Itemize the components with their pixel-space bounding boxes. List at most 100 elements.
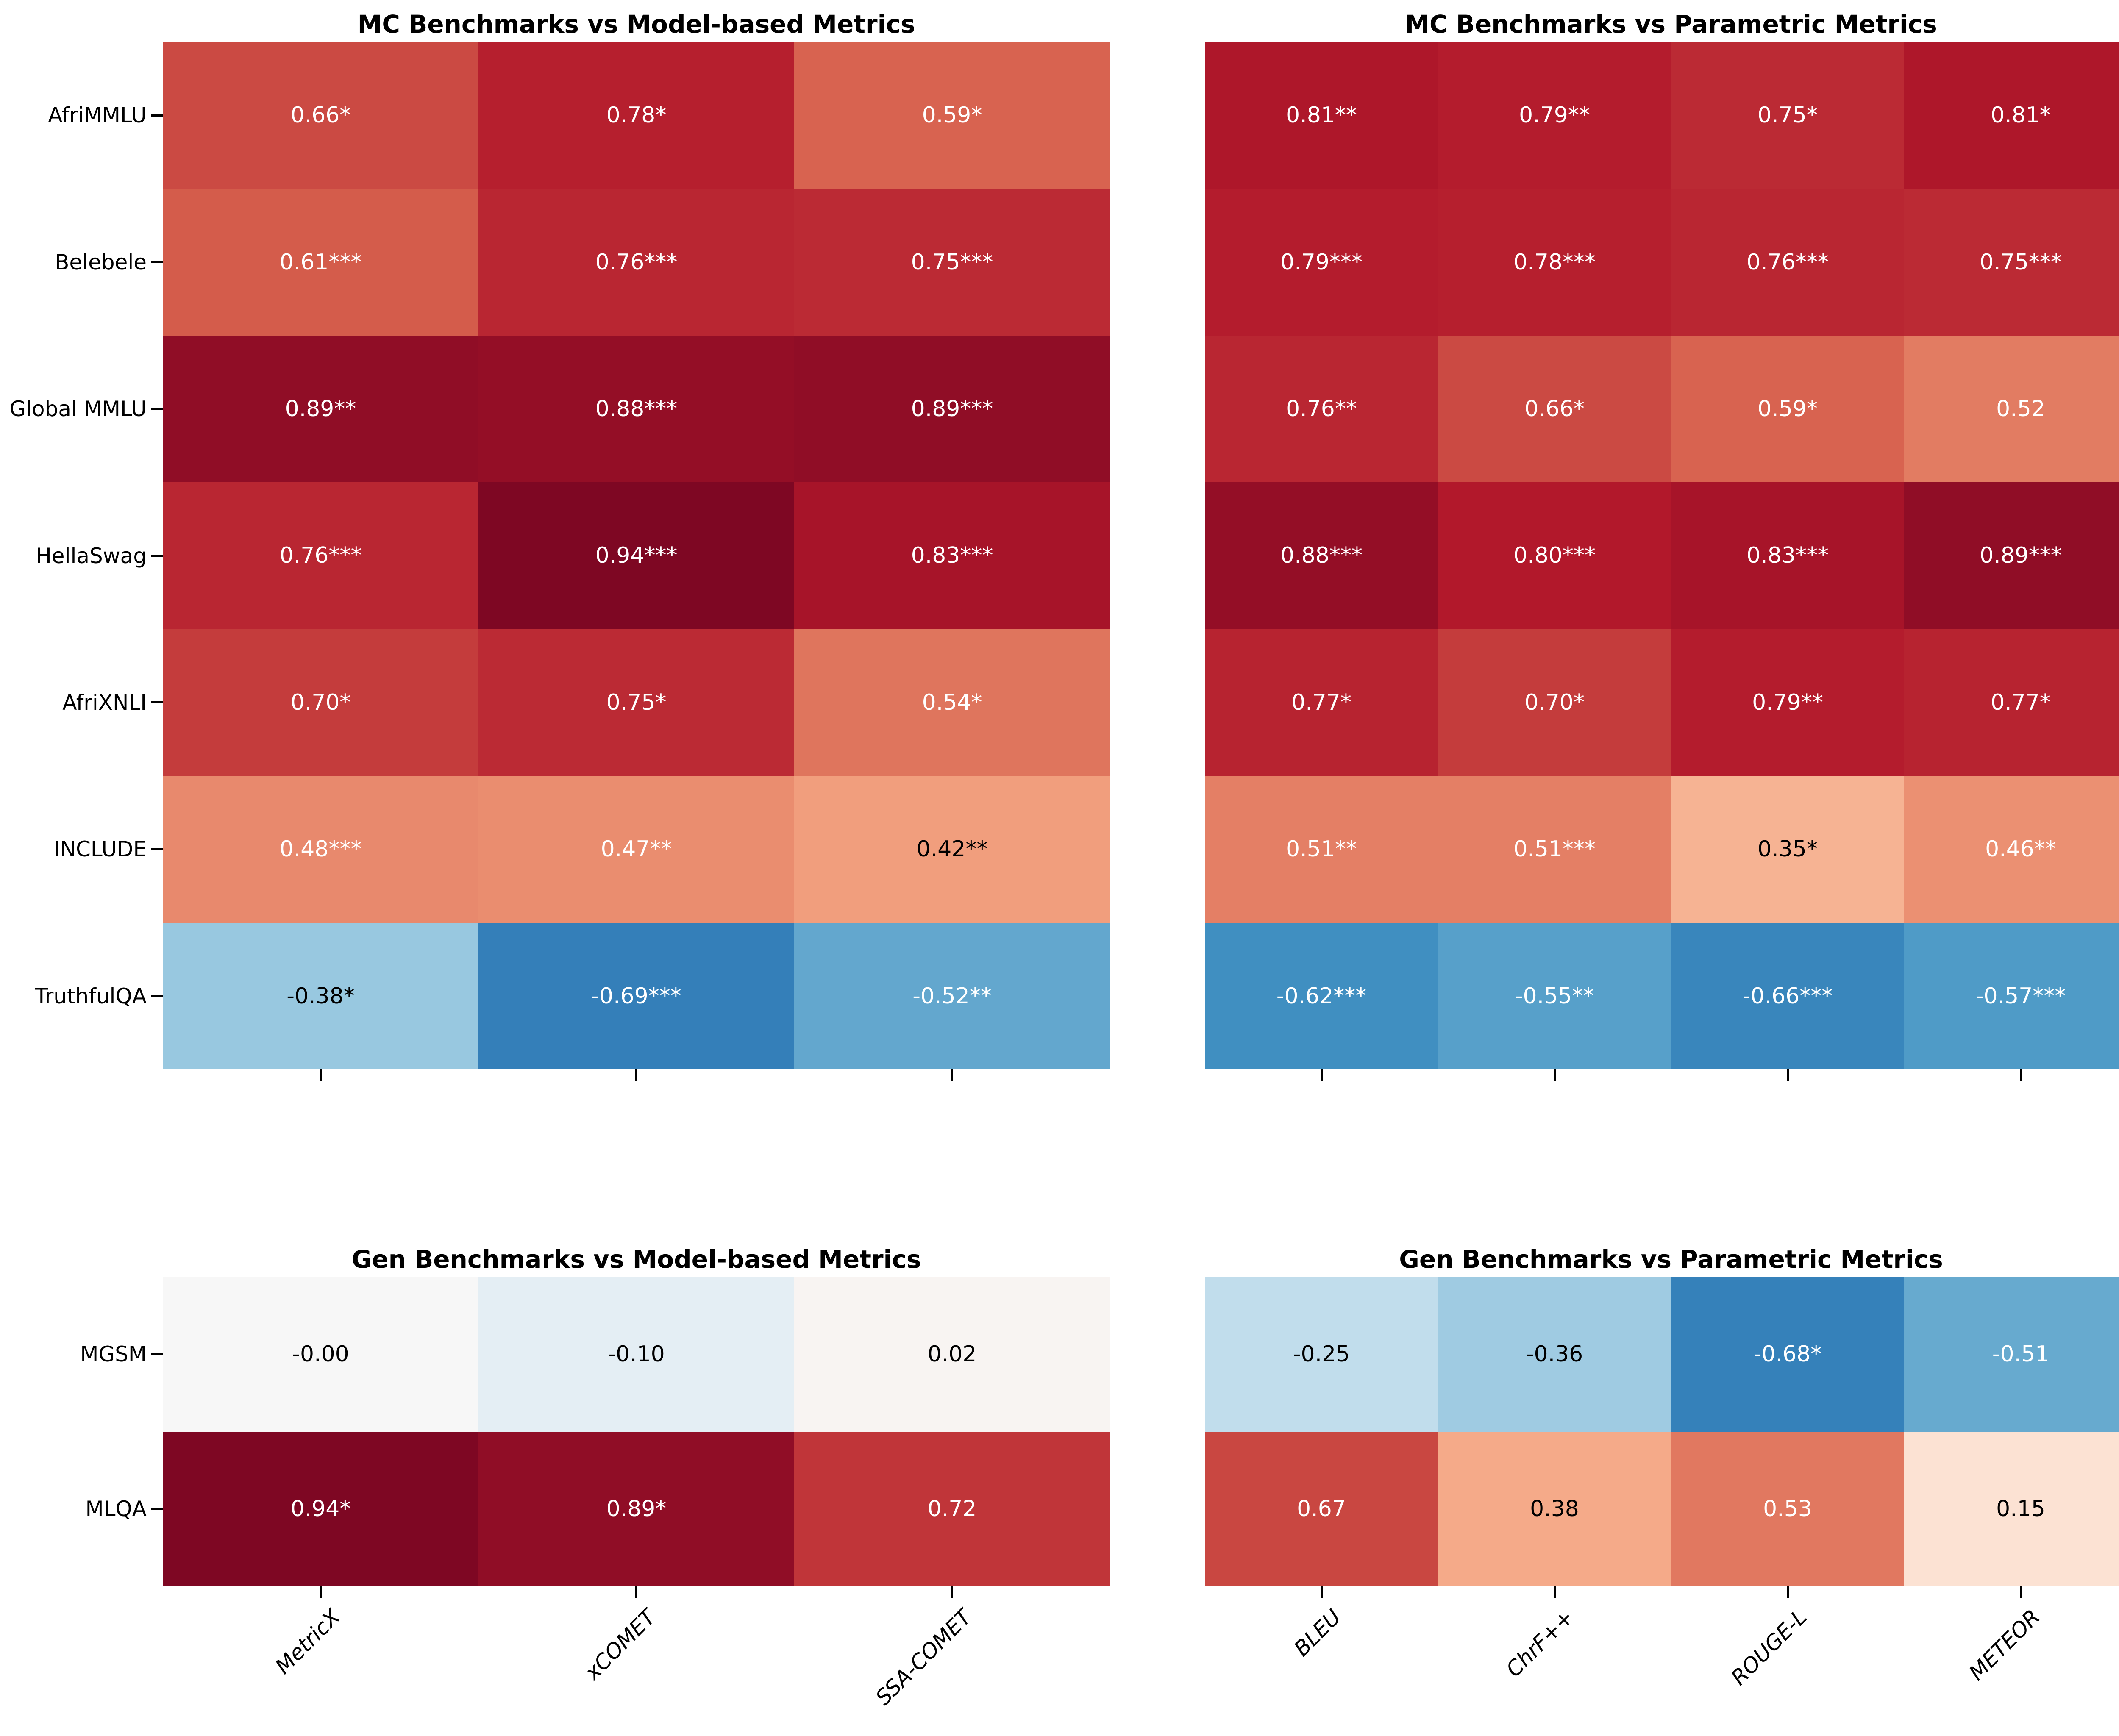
heatmap-cell: 0.51**	[1205, 776, 1438, 923]
heatmap-cell: 0.79**	[1671, 629, 1904, 776]
x-axis-label: SSA-COMET	[870, 1605, 976, 1710]
heatmap-cell: 0.72	[794, 1431, 1110, 1586]
heatmap-cell: 0.15	[1904, 1431, 2119, 1586]
heatmap-cell: 0.59*	[794, 42, 1110, 189]
heatmap-mc-vs-model-based: 0.66* 0.78* 0.59* 0.61*** 0.76*** 0.75*** 0.89…	[163, 42, 1110, 1069]
heatmap-cell: 0.89*	[478, 1431, 794, 1586]
panel-title-gen-parametric: Gen Benchmarks vs Parametric Metrics	[1399, 1245, 1943, 1274]
heatmap-cell: 0.59*	[1671, 335, 1904, 483]
heatmap-cell: 0.75***	[794, 189, 1110, 336]
x-axis-label: ChrF++	[1501, 1605, 1579, 1682]
heatmap-cell: 0.61***	[163, 189, 478, 336]
heatmap-cell: 0.70*	[163, 629, 478, 776]
y-tick-mark	[151, 261, 163, 264]
heatmap-cell: 0.38	[1438, 1431, 1671, 1586]
heatmap-cell: 0.70*	[1438, 629, 1671, 776]
heatmap-cell: 0.35*	[1671, 776, 1904, 923]
row-label: TruthfulQA	[35, 983, 147, 1008]
heatmap-cell: -0.00	[163, 1277, 478, 1432]
heatmap-cell: 0.48***	[163, 776, 478, 923]
heatmap-cell: 0.54*	[794, 629, 1110, 776]
heatmap-cell: 0.79**	[1438, 42, 1671, 189]
x-tick-mark	[1786, 1069, 1789, 1081]
row-label: AfriXNLI	[62, 690, 147, 715]
heatmap-cell: 0.75*	[478, 629, 794, 776]
heatmap-cell: 0.75***	[1904, 189, 2119, 336]
heatmap-cell: -0.55**	[1438, 922, 1671, 1069]
row-label: MGSM	[80, 1342, 147, 1367]
x-axis-label: xCOMET	[580, 1605, 661, 1685]
x-tick-mark	[1553, 1069, 1556, 1081]
heatmap-cell: 0.02	[794, 1277, 1110, 1432]
x-axis-label: METEOR	[1964, 1605, 2045, 1686]
heatmap-cell: 0.53	[1671, 1431, 1904, 1586]
x-tick-mark	[1553, 1586, 1556, 1598]
heatmap-cell: 0.76***	[478, 189, 794, 336]
heatmap-cell: 0.89***	[1904, 482, 2119, 629]
y-tick-mark	[151, 701, 163, 704]
row-label: AfriMMLU	[48, 103, 147, 128]
x-tick-mark	[2019, 1069, 2022, 1081]
row-label: INCLUDE	[53, 837, 147, 862]
y-tick-mark	[151, 408, 163, 410]
heatmap-cell: 0.47**	[478, 776, 794, 923]
x-axis-label: MetricX	[270, 1605, 345, 1679]
heatmap-cell: 0.78*	[478, 42, 794, 189]
heatmap-cell: 0.66*	[1438, 335, 1671, 483]
heatmap-cell: 0.76***	[163, 482, 478, 629]
heatmap-cell: -0.66***	[1671, 922, 1904, 1069]
x-tick-mark	[1320, 1586, 1323, 1598]
heatmap-cell: -0.38*	[163, 922, 478, 1069]
heatmap-cell: -0.52**	[794, 922, 1110, 1069]
heatmap-cell: 0.79***	[1205, 189, 1438, 336]
heatmap-cell: 0.77*	[1904, 629, 2119, 776]
row-label: Global MMLU	[9, 397, 147, 422]
y-tick-mark	[151, 114, 163, 117]
x-tick-mark	[1320, 1069, 1323, 1081]
y-tick-mark	[151, 555, 163, 557]
heatmap-cell: 0.88***	[478, 335, 794, 483]
heatmap-cell: 0.94*	[163, 1431, 478, 1586]
y-tick-mark	[151, 1353, 163, 1355]
heatmap-cell: 0.76**	[1205, 335, 1438, 483]
heatmap-cell: 0.94***	[478, 482, 794, 629]
heatmap-cell: -0.51	[1904, 1277, 2119, 1432]
heatmap-gen-vs-model-based: -0.00 -0.10 0.02 0.94* 0.89* 0.72	[163, 1277, 1110, 1586]
heatmap-cell: 0.42**	[794, 776, 1110, 923]
heatmap-cell: 0.52	[1904, 335, 2119, 483]
x-tick-mark	[635, 1586, 637, 1598]
x-tick-mark	[320, 1586, 322, 1598]
x-tick-mark	[951, 1069, 953, 1081]
x-tick-mark	[1786, 1586, 1789, 1598]
heatmap-cell: 0.51***	[1438, 776, 1671, 923]
heatmap-cell: -0.10	[478, 1277, 794, 1432]
panel-title-mc-parametric: MC Benchmarks vs Parametric Metrics	[1405, 10, 1937, 39]
panel-title-gen-model-based: Gen Benchmarks vs Model-based Metrics	[351, 1245, 921, 1274]
row-label: Belebele	[55, 250, 147, 275]
row-label: HellaSwag	[36, 543, 147, 568]
heatmap-cell: 0.67	[1205, 1431, 1438, 1586]
heatmap-gen-vs-parametric: -0.25 -0.36 -0.68* -0.51 0.67 0.38 0.53 0.15	[1205, 1277, 2119, 1586]
heatmap-cell: 0.78***	[1438, 189, 1671, 336]
x-tick-mark	[320, 1069, 322, 1081]
heatmap-cell: 0.66*	[163, 42, 478, 189]
heatmap-cell: 0.75*	[1671, 42, 1904, 189]
heatmap-mc-vs-parametric: 0.81** 0.79** 0.75* 0.81* 0.79*** 0.78*** 0.76…	[1205, 42, 2119, 1069]
row-label: MLQA	[85, 1496, 147, 1521]
heatmap-cell: 0.80***	[1438, 482, 1671, 629]
heatmap-cell: -0.62***	[1205, 922, 1438, 1069]
heatmap-cell: -0.68*	[1671, 1277, 1904, 1432]
heatmap-cell: 0.77*	[1205, 629, 1438, 776]
x-tick-mark	[635, 1069, 637, 1081]
y-tick-mark	[151, 1508, 163, 1510]
heatmap-cell: -0.25	[1205, 1277, 1438, 1432]
heatmap-cell: -0.36	[1438, 1277, 1671, 1432]
heatmap-cell: 0.83***	[1671, 482, 1904, 629]
y-tick-mark	[151, 995, 163, 997]
heatmap-cell: 0.46**	[1904, 776, 2119, 923]
heatmap-cell: -0.69***	[478, 922, 794, 1069]
heatmap-cell: 0.89***	[794, 335, 1110, 483]
y-tick-mark	[151, 848, 163, 850]
panel-title-mc-model-based: MC Benchmarks vs Model-based Metrics	[357, 10, 915, 39]
